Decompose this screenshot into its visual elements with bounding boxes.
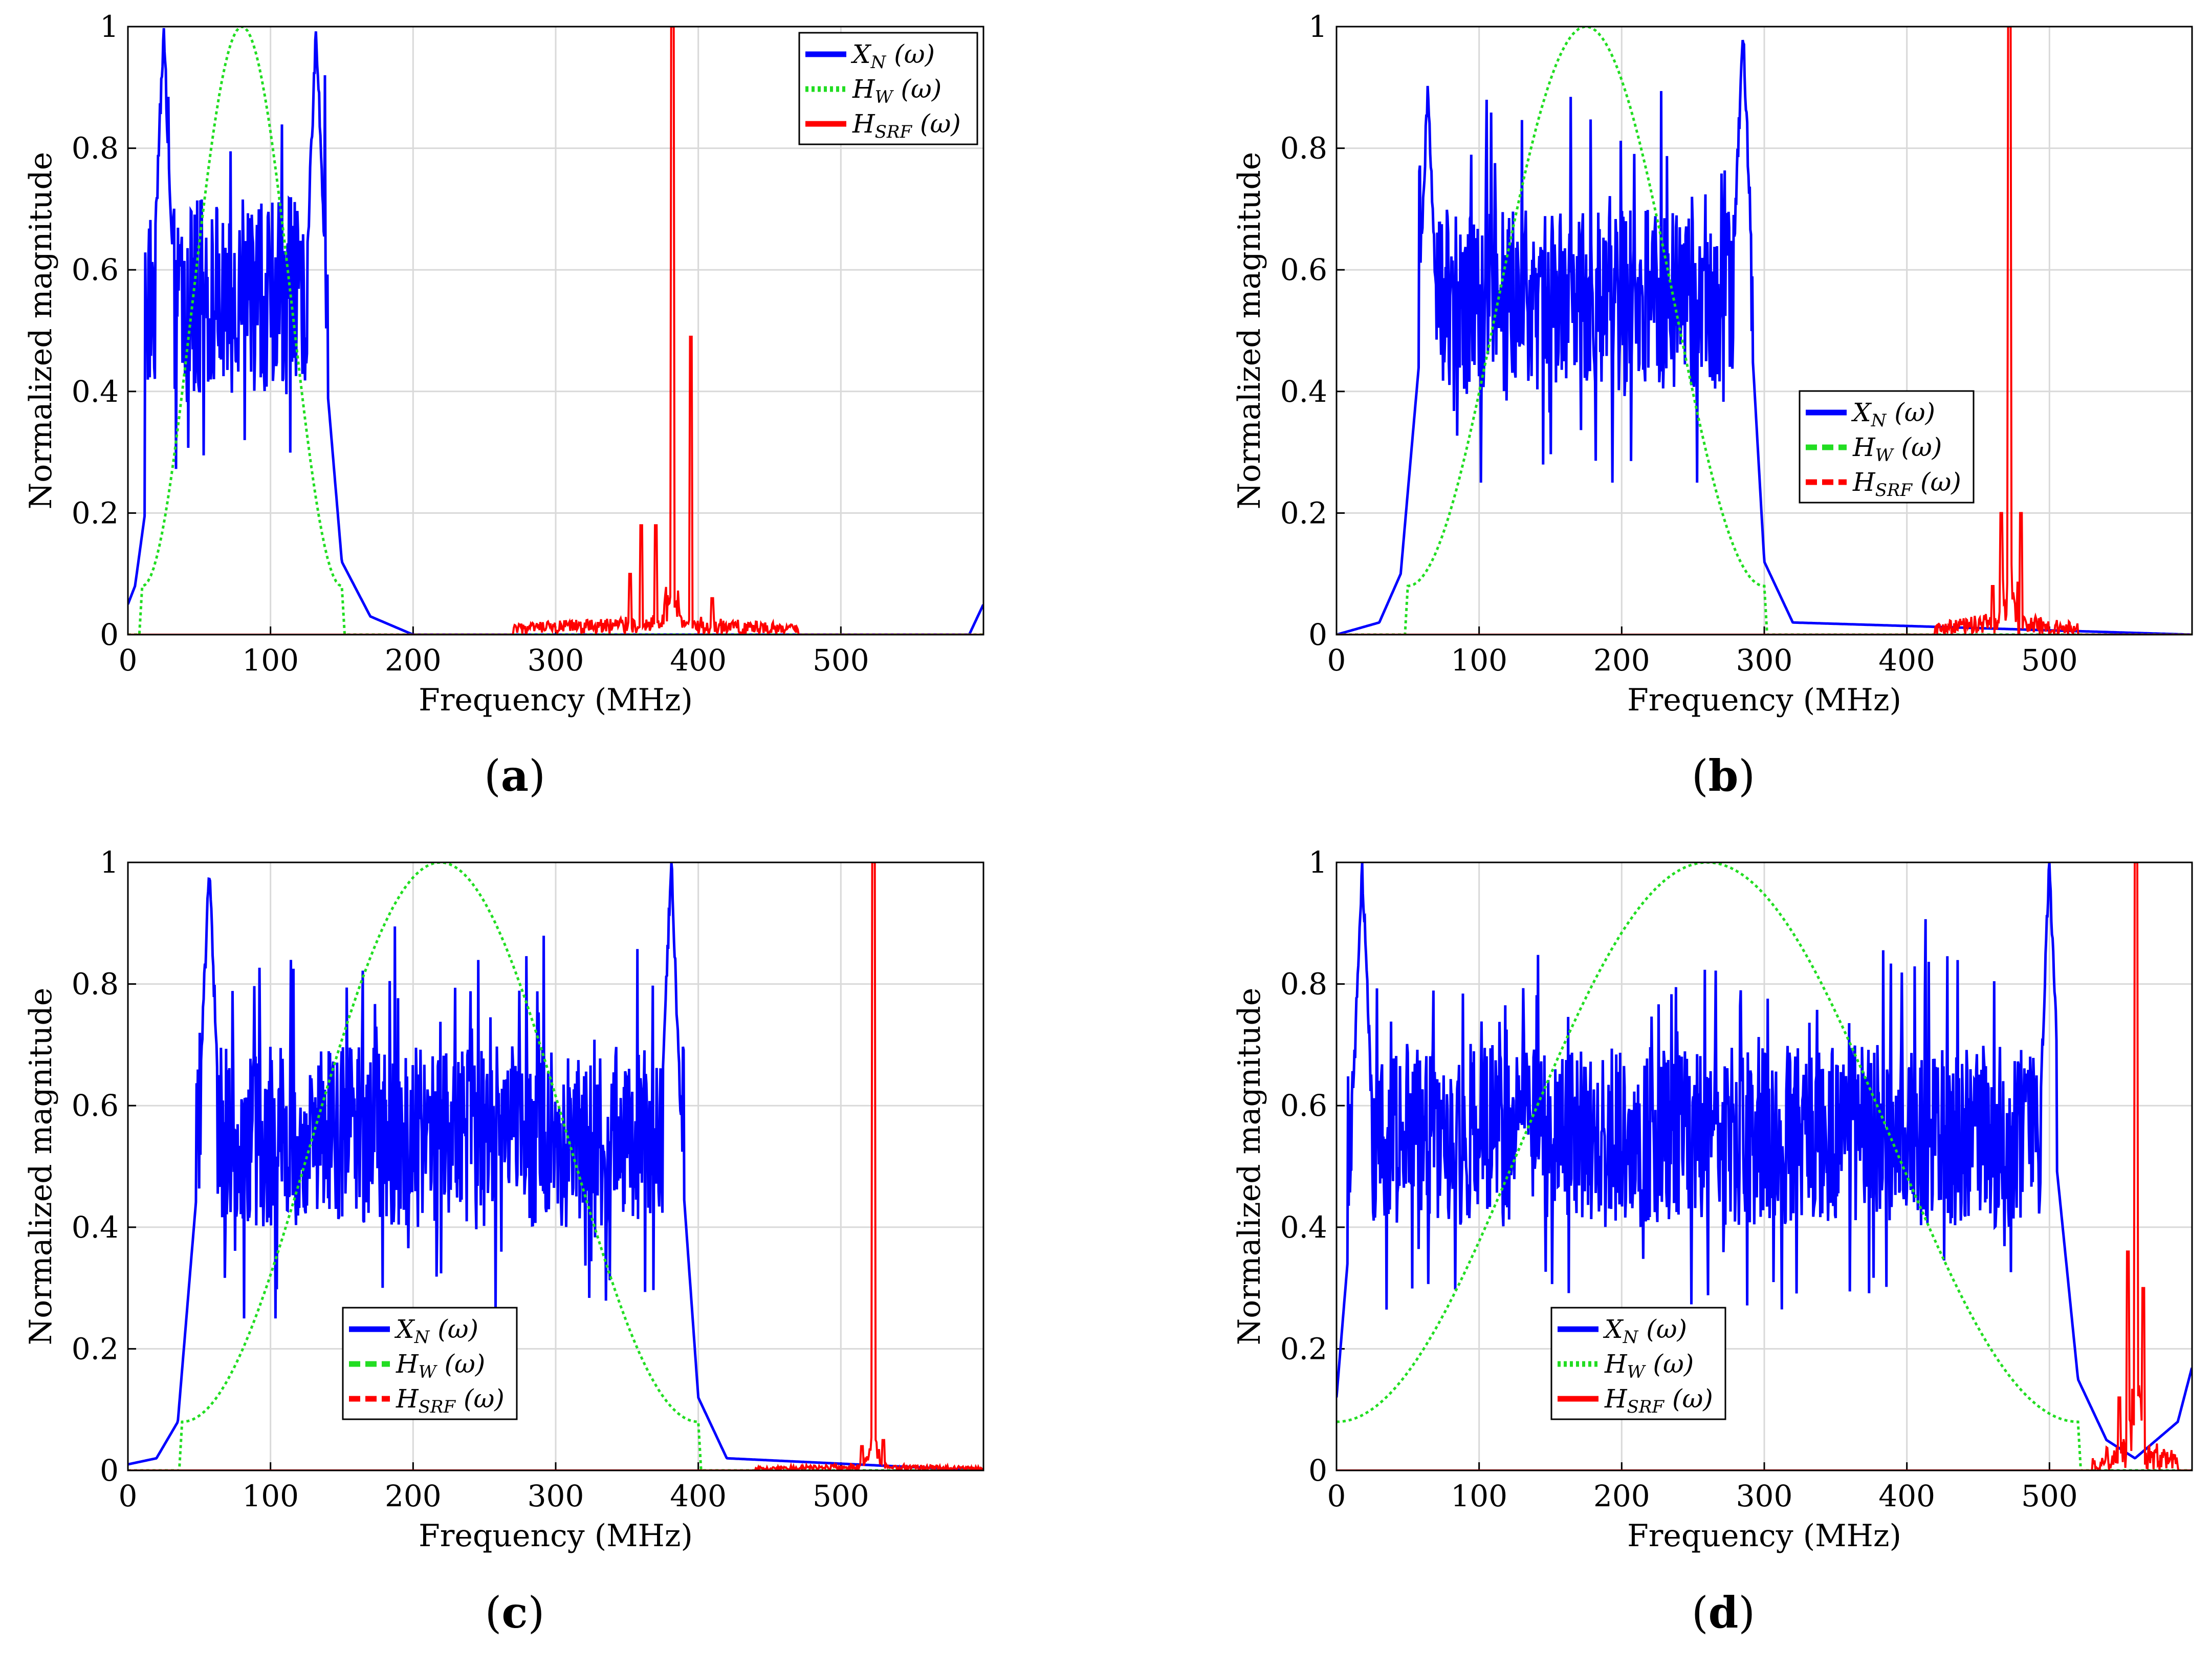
y-tick-label: 1 xyxy=(1308,845,1327,880)
panel-a: 0 100 200 300 400 500 0 0.2 0.4 0.6 0.8 1 Frequency … xyxy=(23,9,984,801)
series-line-xn xyxy=(128,28,983,635)
legend-entry: HSRF (ω) xyxy=(396,1384,505,1417)
x-tick-label: 400 xyxy=(670,643,727,678)
x-tick-label: 100 xyxy=(1451,1479,1507,1513)
series-line-hsrf xyxy=(128,862,983,1470)
panel-d: 0 100 200 300 400 500 0 0.2 0.4 0.6 0.8 1 Frequency … xyxy=(1232,845,2193,1638)
x-tick-label: 0 xyxy=(119,643,138,678)
y-tick-label: 0.8 xyxy=(1280,967,1327,1002)
x-tick-label: 300 xyxy=(528,643,584,678)
x-tick-label: 100 xyxy=(242,1479,299,1513)
legend: XN (ω)HW (ω)HSRF (ω) xyxy=(342,1307,518,1420)
legend-entry: HSRF (ω) xyxy=(1852,467,1961,501)
plot-frame xyxy=(1335,26,2193,636)
panel-label: (c) xyxy=(485,1587,545,1638)
y-tick-label: 0.4 xyxy=(1280,1210,1327,1245)
y-tick-label: 0 xyxy=(1308,617,1327,652)
x-tick-label: 500 xyxy=(2021,1479,2078,1513)
legend-entry: HSRF (ω) xyxy=(852,109,961,142)
y-tick-label: 0.6 xyxy=(72,1088,119,1123)
y-tick-label: 1 xyxy=(100,845,119,880)
y-tick-label: 0.6 xyxy=(1280,252,1327,287)
series-line-hw xyxy=(1337,27,2192,635)
series-line-hsrf xyxy=(128,27,983,635)
legend: XN (ω)HW (ω)HSRF (ω) xyxy=(798,32,978,145)
y-tick-label: 0.2 xyxy=(1280,495,1327,530)
y-tick-label: 0 xyxy=(100,617,119,652)
y-tick-label: 0.8 xyxy=(72,967,119,1002)
x-axis-label: Frequency (MHz) xyxy=(419,682,693,718)
x-tick-label: 400 xyxy=(1878,1479,1935,1513)
legend-entry: XN (ω) xyxy=(1851,398,1935,431)
series-line-xn xyxy=(128,862,983,1470)
y-tick-label: 0 xyxy=(100,1453,119,1488)
legend-entry: XN (ω) xyxy=(850,39,935,73)
y-tick-label: 0 xyxy=(1308,1453,1327,1488)
x-axis-label: Frequency (MHz) xyxy=(419,1518,693,1554)
y-axis-label: Normalized magnitude xyxy=(23,988,59,1346)
y-tick-label: 0.4 xyxy=(72,1210,119,1245)
x-tick-label: 300 xyxy=(1736,643,1793,678)
y-tick-label: 0.2 xyxy=(72,1331,119,1366)
x-tick-label: 200 xyxy=(1593,1479,1650,1513)
series-line-hw xyxy=(128,27,983,635)
legend-entry: HW (ω) xyxy=(852,74,941,107)
x-tick-label: 0 xyxy=(1327,643,1346,678)
x-tick-label: 100 xyxy=(242,643,299,678)
x-tick-label: 0 xyxy=(1327,1479,1346,1513)
plot-frame xyxy=(127,861,984,1471)
x-tick-label: 500 xyxy=(813,1479,869,1513)
y-axis-label: Normalized magnitude xyxy=(1232,988,1267,1346)
y-tick-label: 0.8 xyxy=(72,131,119,166)
y-tick-label: 1 xyxy=(1308,9,1327,44)
legend: XN (ω)HW (ω)HSRF (ω) xyxy=(1550,1307,1726,1420)
x-tick-label: 300 xyxy=(1736,1479,1793,1513)
plot-frame xyxy=(127,26,984,636)
series-line-hw xyxy=(1337,862,2192,1470)
series-line-hw xyxy=(128,862,983,1470)
y-tick-label: 0.6 xyxy=(72,252,119,287)
panel-label: (a) xyxy=(484,750,545,801)
x-tick-label: 400 xyxy=(670,1479,727,1513)
panel-b: 0 100 200 300 400 500 0 0.2 0.4 0.6 0.8 1 Frequency … xyxy=(1232,9,2193,801)
y-tick-label: 0.4 xyxy=(1280,374,1327,409)
series-line-hsrf xyxy=(1337,27,2192,635)
legend-entry: HSRF (ω) xyxy=(1604,1384,1713,1417)
x-axis-label: Frequency (MHz) xyxy=(1627,1518,1901,1554)
legend-entry: HW (ω) xyxy=(1852,432,1942,466)
x-tick-label: 0 xyxy=(119,1479,138,1513)
x-tick-label: 200 xyxy=(385,643,442,678)
x-tick-label: 500 xyxy=(2021,643,2078,678)
y-tick-label: 0.8 xyxy=(1280,131,1327,166)
x-tick-label: 400 xyxy=(1878,643,1935,678)
x-tick-label: 500 xyxy=(813,643,869,678)
legend-entry: XN (ω) xyxy=(394,1314,478,1348)
y-axis-label: Normalized magnitude xyxy=(23,152,59,510)
plot-series-group xyxy=(128,862,983,1470)
plot-series-group xyxy=(1337,27,2192,635)
legend-entry: XN (ω) xyxy=(1603,1314,1687,1348)
plot-series-group xyxy=(1337,862,2192,1470)
legend-entry: HW (ω) xyxy=(1604,1349,1694,1382)
y-axis-label: Normalized magnitude xyxy=(1232,152,1267,510)
plot-frame xyxy=(1335,861,2193,1471)
y-tick-label: 0.2 xyxy=(1280,1331,1327,1366)
y-tick-label: 0.4 xyxy=(72,374,119,409)
x-tick-label: 100 xyxy=(1451,643,1507,678)
x-tick-label: 300 xyxy=(528,1479,584,1513)
y-tick-label: 1 xyxy=(100,9,119,44)
legend-entry: HW (ω) xyxy=(396,1349,485,1382)
series-line-xn xyxy=(1337,862,2192,1460)
y-tick-label: 0.2 xyxy=(72,495,119,530)
panel-label: (d) xyxy=(1692,1587,1755,1638)
x-tick-label: 200 xyxy=(385,1479,442,1513)
legend: XN (ω)HW (ω)HSRF (ω) xyxy=(1799,390,1975,504)
x-tick-label: 200 xyxy=(1593,643,1650,678)
y-tick-label: 0.6 xyxy=(1280,1088,1327,1123)
panel-c: 0 100 200 300 400 500 0 0.2 0.4 0.6 0.8 1 Frequency … xyxy=(23,845,984,1638)
plot-series-group xyxy=(128,27,983,635)
panel-label: (b) xyxy=(1692,750,1755,801)
x-axis-label: Frequency (MHz) xyxy=(1627,682,1901,718)
